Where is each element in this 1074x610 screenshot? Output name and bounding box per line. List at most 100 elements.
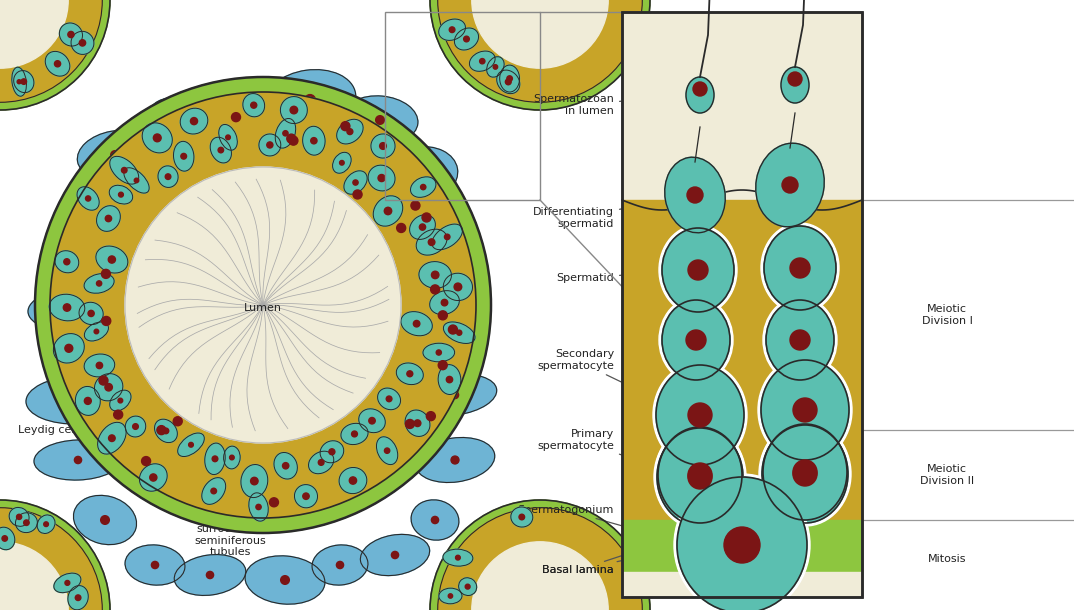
Circle shape [519, 514, 524, 520]
Circle shape [411, 201, 420, 210]
Circle shape [79, 40, 86, 46]
Ellipse shape [98, 422, 126, 454]
Ellipse shape [761, 223, 839, 313]
Ellipse shape [655, 424, 745, 526]
Ellipse shape [38, 515, 55, 534]
Ellipse shape [340, 423, 368, 445]
Ellipse shape [454, 28, 479, 50]
Circle shape [379, 143, 387, 149]
Ellipse shape [686, 77, 714, 113]
Circle shape [154, 134, 161, 142]
Circle shape [64, 345, 73, 352]
Circle shape [173, 417, 183, 426]
Circle shape [101, 270, 111, 278]
Ellipse shape [419, 262, 451, 289]
Circle shape [108, 256, 115, 263]
Ellipse shape [405, 410, 430, 436]
Circle shape [426, 412, 435, 421]
Circle shape [230, 455, 234, 460]
Ellipse shape [374, 196, 403, 226]
Ellipse shape [275, 118, 295, 148]
Circle shape [471, 542, 608, 610]
Ellipse shape [124, 168, 149, 193]
Circle shape [451, 456, 459, 464]
Bar [0, 0, 540, 610]
Circle shape [118, 192, 124, 197]
Circle shape [447, 246, 453, 254]
Ellipse shape [442, 549, 473, 566]
Circle shape [793, 462, 817, 486]
Circle shape [105, 215, 112, 221]
Ellipse shape [758, 357, 852, 463]
Ellipse shape [336, 120, 363, 144]
Ellipse shape [422, 230, 478, 270]
Circle shape [114, 410, 122, 419]
Circle shape [430, 0, 650, 110]
Circle shape [256, 504, 261, 509]
Ellipse shape [499, 65, 520, 92]
Ellipse shape [219, 124, 237, 150]
Ellipse shape [444, 322, 475, 343]
Circle shape [432, 271, 439, 279]
Circle shape [347, 129, 353, 135]
Circle shape [318, 459, 324, 465]
Text: Basal lamina
surrounding
seminiferous
tubules: Basal lamina surrounding seminiferous tu… [194, 492, 307, 558]
Ellipse shape [243, 93, 264, 117]
Ellipse shape [761, 360, 850, 460]
Ellipse shape [377, 437, 397, 465]
Circle shape [211, 488, 217, 494]
Circle shape [421, 184, 426, 190]
Ellipse shape [77, 131, 153, 179]
Ellipse shape [294, 484, 318, 508]
Ellipse shape [438, 19, 465, 40]
Circle shape [121, 168, 127, 173]
Circle shape [396, 223, 406, 232]
Ellipse shape [155, 419, 177, 443]
Ellipse shape [378, 388, 401, 410]
Ellipse shape [259, 134, 280, 156]
Ellipse shape [444, 273, 473, 301]
Ellipse shape [665, 157, 725, 233]
Circle shape [378, 174, 386, 182]
Circle shape [471, 0, 608, 68]
Circle shape [793, 460, 817, 484]
Text: Differentiating
spermatid: Differentiating spermatid [533, 196, 693, 229]
Ellipse shape [55, 251, 78, 273]
Text: Basal lamina: Basal lamina [542, 531, 697, 575]
Bar [622, 520, 862, 572]
Ellipse shape [54, 334, 84, 363]
Ellipse shape [75, 387, 100, 415]
Text: Secondary
spermatocyte: Secondary spermatocyte [537, 349, 687, 414]
Ellipse shape [264, 70, 355, 131]
Ellipse shape [653, 362, 748, 468]
Circle shape [118, 398, 122, 403]
Circle shape [63, 259, 70, 265]
Circle shape [206, 572, 214, 579]
Circle shape [447, 376, 452, 382]
Circle shape [384, 448, 390, 453]
Ellipse shape [658, 427, 742, 523]
Circle shape [189, 442, 193, 447]
Ellipse shape [333, 152, 351, 173]
Ellipse shape [223, 446, 241, 469]
Circle shape [64, 581, 70, 586]
Circle shape [431, 285, 439, 294]
Ellipse shape [241, 465, 267, 498]
Circle shape [724, 527, 760, 563]
Circle shape [456, 330, 462, 336]
Ellipse shape [487, 57, 504, 77]
Text: Leydig cells: Leydig cells [18, 417, 84, 435]
Ellipse shape [396, 363, 423, 384]
Text: Primary
spermatocyte: Primary spermatocyte [537, 429, 687, 476]
Circle shape [384, 207, 392, 215]
Ellipse shape [126, 416, 146, 437]
Text: Sertoli cell: Sertoli cell [130, 199, 226, 220]
Circle shape [310, 138, 317, 144]
Circle shape [451, 326, 459, 334]
Ellipse shape [756, 143, 824, 227]
Circle shape [405, 420, 415, 428]
Circle shape [289, 136, 297, 145]
Circle shape [142, 457, 150, 465]
Ellipse shape [26, 376, 130, 424]
Circle shape [163, 428, 169, 434]
